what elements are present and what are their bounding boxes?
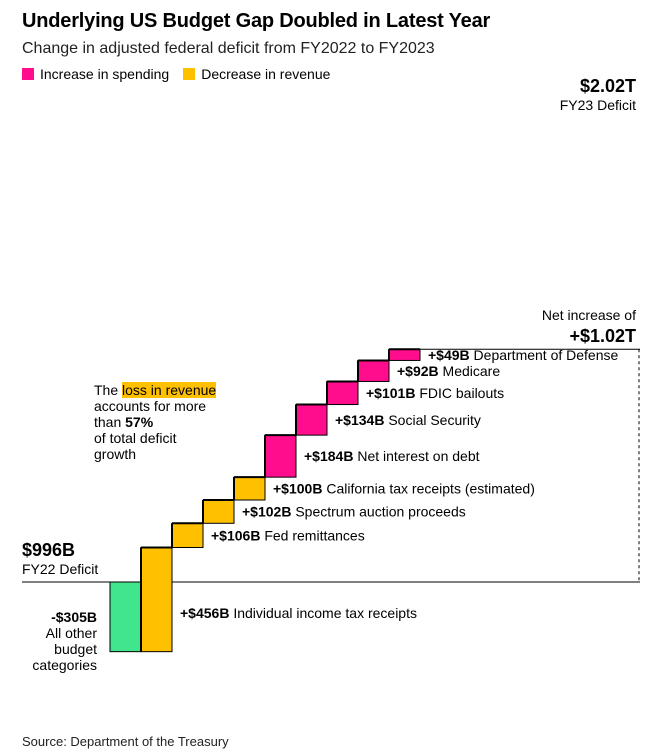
legend-label-spending: Increase in spending (40, 66, 170, 82)
bar-2 (140, 547, 173, 653)
start-name-label: FY22 Deficit (22, 561, 98, 577)
legend-item-spending: Increase in spending (22, 66, 169, 82)
bar-9 (357, 359, 390, 382)
bar-7 (295, 404, 328, 436)
step-label-6: +$184B Net interest on debt (304, 448, 480, 464)
annotation-line3-pre: than (94, 414, 126, 430)
revenue-annotation: The loss in revenue accounts for more th… (94, 382, 217, 462)
step-label-10: +$49B Department of Defense (428, 347, 619, 363)
step-name-label-1-line-1: All other (46, 625, 98, 641)
chart-title: Underlying US Budget Gap Doubled in Late… (22, 10, 491, 32)
step-label-4: +$102B Spectrum auction proceeds (242, 504, 466, 520)
bar-1 (109, 581, 142, 653)
annotation-line-3: than 57% (94, 414, 216, 430)
legend: Increase in spending Decrease in revenue (22, 66, 344, 82)
step-label-9: +$92B Medicare (397, 363, 500, 379)
legend-item-revenue: Decrease in revenue (183, 66, 330, 82)
annotation-percent: 57% (125, 414, 154, 430)
step-label-5: +$100B California tax receipts (estimate… (273, 481, 535, 497)
annotation-line-5: growth (94, 446, 137, 462)
net-label: Net increase of (542, 307, 636, 323)
legend-label-revenue: Decrease in revenue (201, 66, 331, 82)
bar-4 (202, 499, 235, 524)
step-label-8: +$101B FDIC bailouts (366, 385, 504, 401)
bar-3 (171, 522, 204, 549)
bar-8 (326, 380, 359, 406)
step-label-7: +$134B Social Security (335, 412, 481, 428)
step-label-2: +$456B Individual income tax receipts (180, 605, 417, 621)
source-note: Source: Department of the Treasury (22, 734, 229, 749)
annotation-line-1: The loss in revenue (94, 382, 217, 398)
start-value-label: $996B (22, 540, 75, 560)
annotation-pre: The (94, 382, 123, 398)
legend-swatch-revenue (183, 68, 196, 80)
step-name-label-1-line-2: budget (54, 641, 97, 657)
end-name-label: FY23 Deficit (560, 97, 636, 113)
step-amount-label-1: -$305B (51, 609, 97, 625)
bar-5 (233, 476, 266, 501)
annotation-highlight: loss in revenue (122, 382, 217, 398)
net-value-label: +$1.02T (569, 326, 636, 346)
legend-swatch-spending (22, 68, 34, 80)
bar-6 (264, 434, 297, 478)
bar-10 (388, 348, 421, 361)
end-value-label: $2.02T (580, 76, 636, 96)
step-name-label-1-line-3: categories (32, 657, 97, 673)
annotation-line-4: of total deficit (94, 430, 177, 446)
chart-subtitle: Change in adjusted federal deficit from … (22, 40, 435, 57)
annotation-line-2: accounts for more (94, 398, 207, 414)
step-label-3: +$106B Fed remittances (211, 527, 365, 543)
